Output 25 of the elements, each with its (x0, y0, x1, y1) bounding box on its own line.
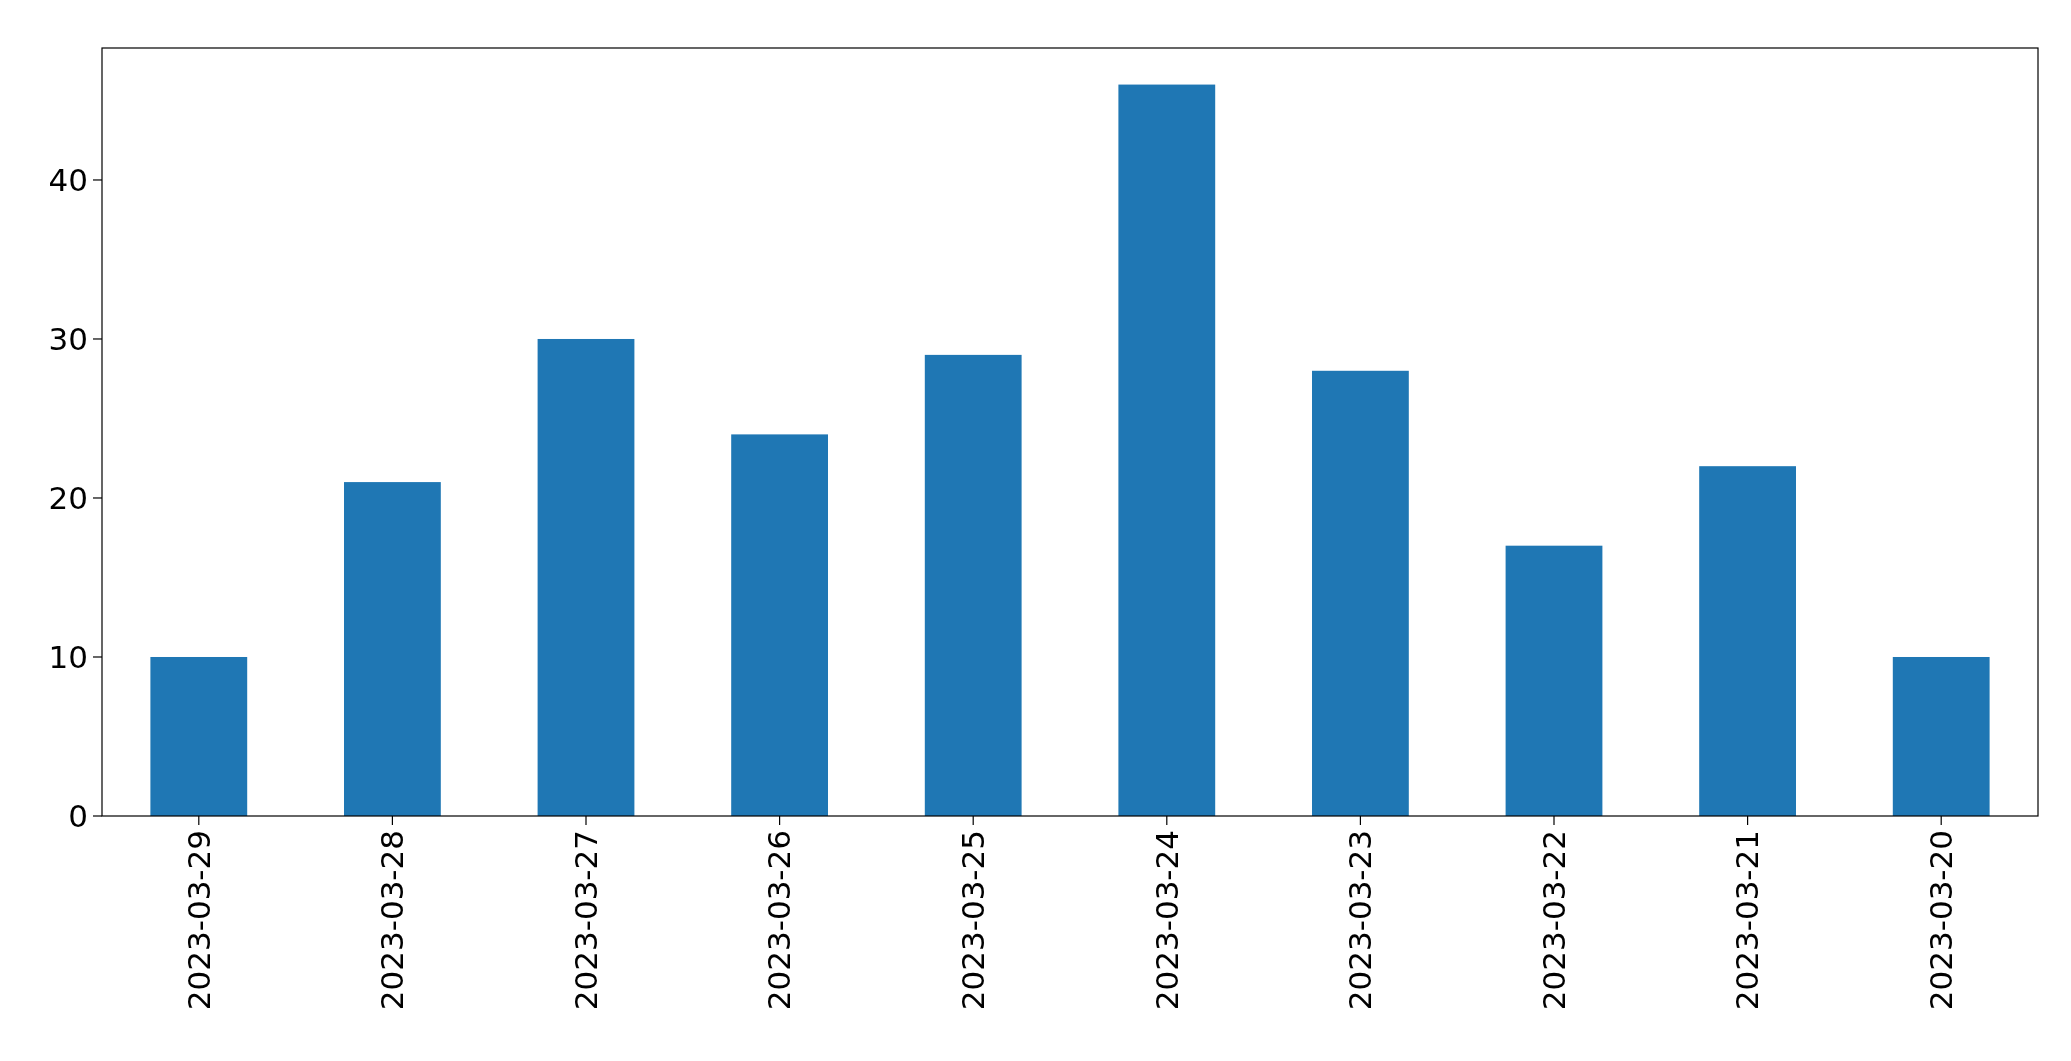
x-tick-label: 2023-03-29 (180, 830, 217, 1011)
bar (1699, 466, 1796, 816)
bar (1118, 84, 1216, 816)
bar (1505, 545, 1603, 816)
bar (537, 338, 635, 816)
x-tick-label: 2023-03-26 (761, 830, 798, 1011)
x-tick-label: 2023-03-24 (1148, 830, 1185, 1011)
y-tick-label: 20 (48, 479, 88, 516)
bar (1312, 370, 1409, 816)
x-tick-label: 2023-03-28 (374, 830, 411, 1011)
bar (924, 354, 1022, 816)
x-tick-label: 2023-03-22 (1535, 830, 1572, 1011)
bar (344, 482, 441, 816)
x-tick-label: 2023-03-21 (1729, 830, 1766, 1011)
y-tick-label: 10 (48, 638, 88, 675)
y-tick-label: 40 (48, 161, 88, 198)
bar (731, 434, 828, 816)
x-tick-label: 2023-03-20 (1923, 830, 1960, 1011)
y-tick-label: 0 (68, 797, 88, 834)
x-tick-label: 2023-03-23 (1342, 830, 1379, 1011)
x-tick-label: 2023-03-27 (567, 830, 604, 1011)
bar (150, 656, 248, 816)
x-tick-label: 2023-03-25 (955, 830, 992, 1011)
bar (1892, 656, 1990, 816)
y-tick-label: 30 (48, 320, 88, 357)
